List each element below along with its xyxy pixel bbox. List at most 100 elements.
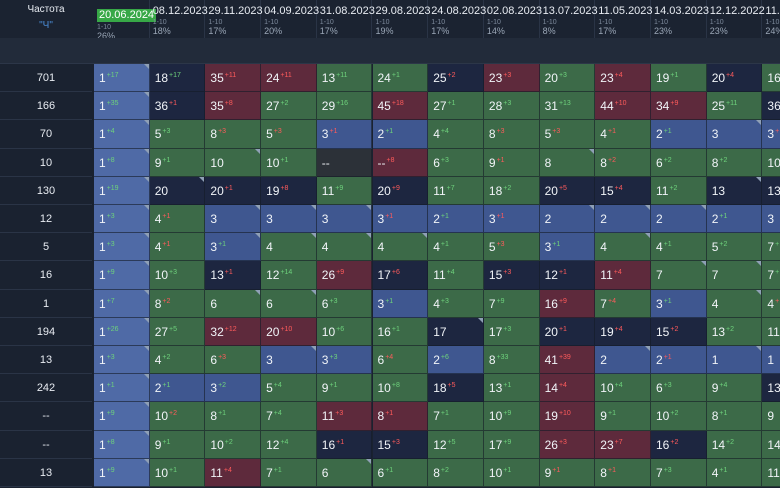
- table-cell[interactable]: 1+4: [94, 120, 150, 149]
- table-cell[interactable]: 44+10: [595, 92, 651, 121]
- table-cell[interactable]: 4+1: [595, 120, 651, 149]
- table-cell[interactable]: 6+4: [372, 346, 429, 375]
- table-cell[interactable]: 1+3: [94, 233, 150, 262]
- table-cell[interactable]: 1+3: [94, 346, 150, 375]
- table-cell[interactable]: 41+39: [539, 346, 596, 375]
- table-cell[interactable]: 4+2: [149, 346, 206, 375]
- table-cell[interactable]: 12+1: [539, 261, 596, 290]
- table-cell[interactable]: 20: [149, 176, 206, 205]
- table-cell[interactable]: 28+3: [483, 92, 540, 121]
- table-cell[interactable]: 3: [762, 205, 780, 234]
- table-cell[interactable]: 8+33: [483, 346, 540, 375]
- table-cell[interactable]: 10+1: [483, 458, 540, 487]
- table-cell[interactable]: 13+11: [316, 64, 373, 93]
- table-cell[interactable]: 29+16: [316, 92, 373, 121]
- table-cell[interactable]: 7+9: [483, 289, 540, 318]
- table-cell[interactable]: 4: [595, 233, 651, 262]
- table-cell[interactable]: 5+2: [706, 233, 763, 262]
- table-cell[interactable]: 15+4: [595, 176, 651, 205]
- table-cell[interactable]: 27+1: [428, 92, 484, 121]
- table-cell[interactable]: 4+1: [651, 233, 707, 262]
- table-cell[interactable]: 7+4: [261, 402, 317, 431]
- table-cell[interactable]: 17: [428, 317, 484, 346]
- table-cell[interactable]: 23+3: [483, 64, 540, 93]
- table-cell[interactable]: 34+9: [651, 92, 707, 121]
- table-cell[interactable]: 9+1: [149, 430, 206, 459]
- table-cell[interactable]: 20+1: [205, 176, 262, 205]
- table-cell[interactable]: 27+5: [149, 317, 206, 346]
- table-cell[interactable]: 16: [762, 64, 780, 93]
- column-header[interactable]: 13.07.2023 1-10 8%: [540, 0, 598, 38]
- table-cell[interactable]: 5+3: [149, 120, 206, 149]
- table-cell[interactable]: 2+1: [372, 120, 429, 149]
- column-header[interactable]: 11.05.2023 1-10 17%: [595, 0, 653, 38]
- table-cell[interactable]: 1+9: [94, 458, 150, 487]
- column-header[interactable]: 20.06.2024 1-10 26%: [94, 0, 157, 41]
- table-cell[interactable]: 6: [261, 289, 317, 318]
- table-cell[interactable]: 8+2: [595, 148, 651, 177]
- table-cell[interactable]: 7+1: [428, 402, 484, 431]
- table-cell[interactable]: 3: [261, 205, 317, 234]
- table-cell[interactable]: 6+2: [651, 148, 707, 177]
- table-cell[interactable]: 23+7: [595, 430, 651, 459]
- table-cell[interactable]: 25+11: [706, 92, 763, 121]
- table-cell[interactable]: 24+11: [261, 64, 317, 93]
- table-cell[interactable]: 9+1: [149, 148, 206, 177]
- table-cell[interactable]: 31+13: [539, 92, 596, 121]
- table-cell[interactable]: 4: [372, 233, 429, 262]
- table-cell[interactable]: 6: [205, 289, 262, 318]
- table-cell[interactable]: 6+3: [428, 148, 484, 177]
- table-cell[interactable]: 1: [706, 346, 763, 375]
- table-cell[interactable]: 1+17: [94, 64, 150, 93]
- table-cell[interactable]: 27+2: [261, 92, 317, 121]
- table-cell[interactable]: 7+3: [651, 458, 707, 487]
- table-cell[interactable]: 25+2: [428, 64, 484, 93]
- table-cell[interactable]: 9+1: [316, 374, 373, 403]
- table-cell[interactable]: 4: [261, 233, 317, 262]
- table-cell[interactable]: 10+1: [261, 148, 317, 177]
- table-cell[interactable]: 10: [205, 148, 262, 177]
- table-cell[interactable]: 20+5: [539, 176, 596, 205]
- table-cell[interactable]: 9+1: [595, 402, 651, 431]
- table-cell[interactable]: 3+3: [316, 346, 373, 375]
- table-cell[interactable]: 13: [762, 374, 780, 403]
- table-cell[interactable]: 20+3: [539, 64, 596, 93]
- table-cell[interactable]: 35+11: [205, 64, 262, 93]
- table-cell[interactable]: 3: [316, 205, 373, 234]
- table-cell[interactable]: 13: [762, 176, 780, 205]
- table-cell[interactable]: 10+6: [316, 317, 373, 346]
- table-cell[interactable]: 2: [595, 346, 651, 375]
- table-cell[interactable]: 1+26: [94, 317, 150, 346]
- table-cell[interactable]: 4+3: [428, 289, 484, 318]
- table-cell[interactable]: 15+2: [651, 317, 707, 346]
- table-cell[interactable]: 5+4: [261, 374, 317, 403]
- table-cell[interactable]: 6: [316, 458, 373, 487]
- table-cell[interactable]: 3+1: [372, 205, 429, 234]
- table-cell[interactable]: 8+2: [706, 148, 763, 177]
- table-cell[interactable]: 5+3: [483, 233, 540, 262]
- table-cell[interactable]: 4+1: [706, 458, 763, 487]
- column-header[interactable]: 02.08.2023 1-10 14%: [484, 0, 542, 38]
- table-cell[interactable]: 8+1: [706, 402, 763, 431]
- table-cell[interactable]: 11+7: [428, 176, 484, 205]
- table-cell[interactable]: 2: [539, 205, 596, 234]
- table-cell[interactable]: 8+1: [372, 402, 429, 431]
- table-cell[interactable]: 9+1: [483, 148, 540, 177]
- table-cell[interactable]: 1+8: [94, 148, 150, 177]
- table-cell[interactable]: 1: [762, 346, 780, 375]
- table-cell[interactable]: 9+1: [539, 458, 596, 487]
- table-cell[interactable]: 3+: [762, 120, 780, 149]
- table-cell[interactable]: 13+1: [205, 261, 262, 290]
- table-cell[interactable]: 3: [205, 205, 262, 234]
- table-cell[interactable]: 3: [706, 120, 763, 149]
- table-cell[interactable]: 8+2: [428, 458, 484, 487]
- table-cell[interactable]: 20+1: [539, 317, 596, 346]
- table-cell[interactable]: 20+9: [372, 176, 429, 205]
- table-cell[interactable]: 17+3: [483, 317, 540, 346]
- table-cell[interactable]: 3+1: [539, 233, 596, 262]
- table-cell[interactable]: 1+8: [94, 430, 150, 459]
- table-cell[interactable]: 7+: [762, 233, 780, 262]
- table-cell[interactable]: 12+14: [261, 261, 317, 290]
- table-cell[interactable]: 45+18: [372, 92, 429, 121]
